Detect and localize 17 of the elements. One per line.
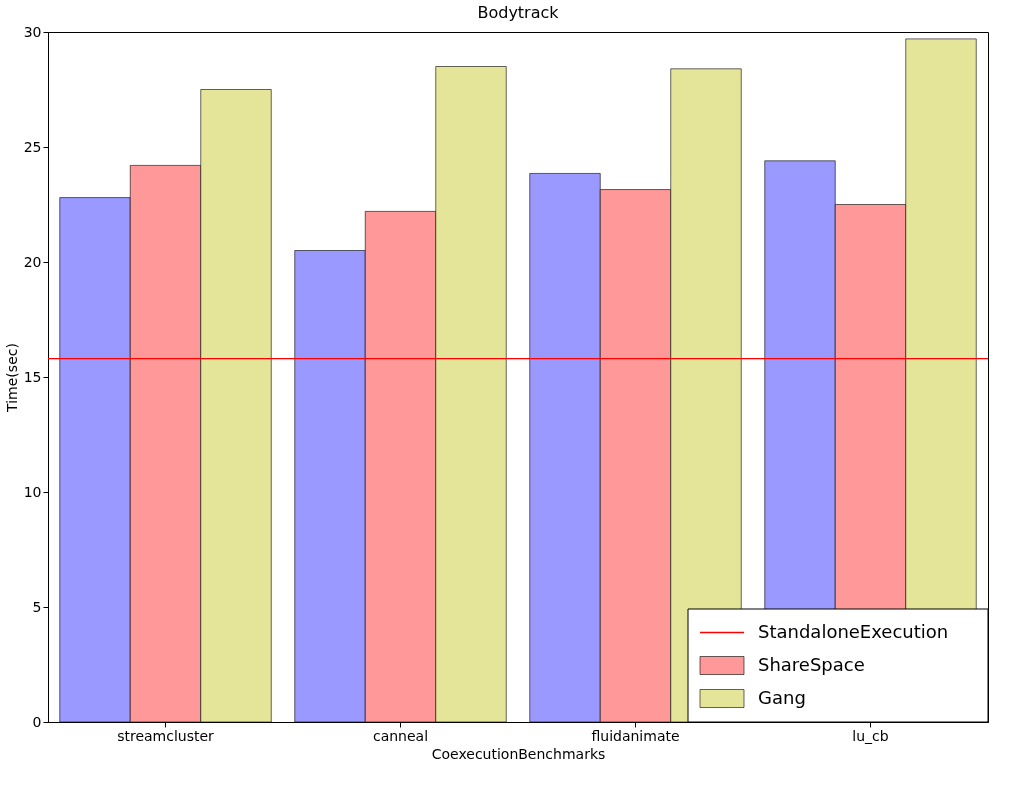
y-tick-label: 10 bbox=[23, 483, 42, 500]
legend-label: Gang bbox=[758, 686, 806, 708]
x-tick-label: streamcluster bbox=[117, 727, 215, 744]
legend-label: ShareSpace bbox=[758, 653, 865, 675]
x-tick-label: canneal bbox=[372, 727, 429, 744]
y-tick-label: 30 bbox=[23, 23, 42, 40]
y-tick-label: 20 bbox=[23, 253, 42, 270]
y-tick-label: 0 bbox=[32, 713, 42, 730]
y-tick-label: 25 bbox=[23, 138, 42, 155]
y-tick-label: 5 bbox=[32, 598, 42, 615]
chart-title: Bodytrack bbox=[477, 3, 560, 22]
y-axis-title: Time(sec) bbox=[3, 343, 20, 413]
x-tick-label: lu_cb bbox=[852, 727, 889, 744]
x-tick-label: fluidanimate bbox=[591, 727, 680, 744]
legend-label: StandaloneExecution bbox=[758, 620, 949, 642]
y-tick-label: 15 bbox=[23, 368, 42, 385]
x-axis-title: CoexecutionBenchmarks bbox=[431, 745, 606, 762]
